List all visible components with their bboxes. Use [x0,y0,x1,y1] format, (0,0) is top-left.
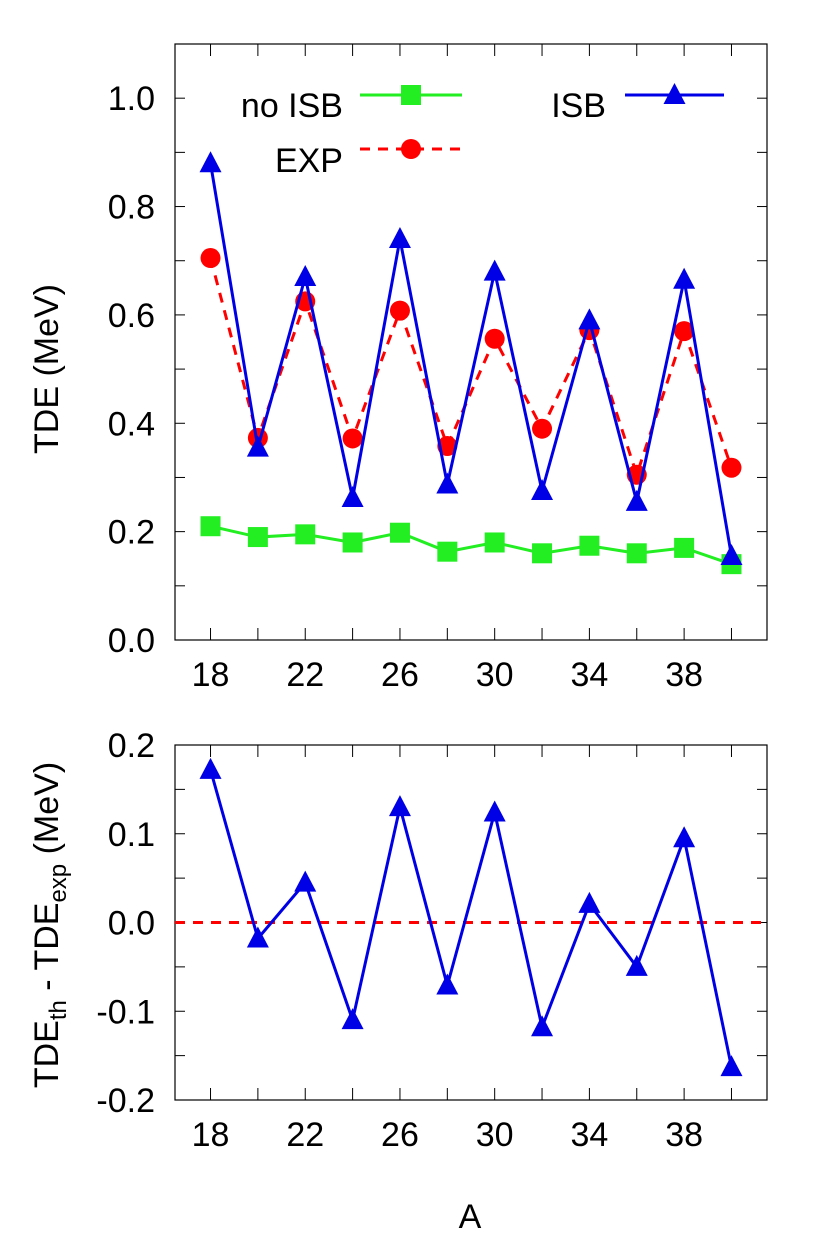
top-no-isb-point [200,516,221,537]
top-exp-point [200,248,221,269]
top-exp-line [209,257,733,480]
top-plot-frame [174,43,768,641]
top-panel: 18 22 26 30 34 38 0.0 0.2 0.4 0.6 0.8 1.0 no ISB EXP… [28,43,768,694]
top-exp-point [342,428,363,449]
x-tick-label: 30 [476,656,514,694]
top-series [199,151,743,575]
top-no-isb-point [532,543,553,564]
x-tick-label: 18 [192,1116,230,1154]
y-tick-label: 0.2 [108,514,155,552]
x-tick-label: 22 [286,656,324,694]
top-ticks: 18 22 26 30 34 38 0.0 0.2 0.4 0.6 0.8 1.0 [108,43,767,694]
top-isb-point [246,435,269,457]
x-tick-label: 18 [192,656,230,694]
top-no-isb-point [295,524,316,545]
bottom-panel: 18 22 26 30 34 38 -0.2 -0.1 0.0 0.1 0.2 TDEth - TD… [28,727,768,1236]
y-tick-label: -0.2 [96,1082,155,1120]
x-tick-label: 26 [381,1116,419,1154]
top-isb-point [531,479,554,500]
top-no-isb-point [626,543,647,564]
bottom-isb-point [436,973,459,995]
top-isb-point [341,486,364,508]
x-tick-label: 34 [570,656,608,694]
y-tick-label: 0.6 [108,297,155,335]
y-tick-label: 1.0 [108,80,155,118]
x-tick-label: 26 [381,656,419,694]
top-isb-point [720,544,743,566]
top-exp-point [484,328,505,349]
top-isb-point [625,489,648,511]
bottom-isb-point [483,800,506,822]
bottom-isb-point [388,795,411,817]
bottom-isb-point [673,826,696,848]
top-exp-point [674,321,695,342]
y-tick-label: 0.1 [108,816,155,854]
top-exp-point [721,457,742,478]
top-isb-point [483,259,506,281]
bottom-isb-point [341,1008,364,1030]
legend-marker-isb [663,83,686,104]
y-tick-label: 0.4 [108,405,155,443]
top-exp-point [532,418,553,439]
top-isb-line [209,162,733,557]
legend-label-exp: EXP [275,142,343,180]
top-no-isb-point [247,527,268,548]
x-tick-label: 38 [665,1116,703,1154]
bottom-isb-point [720,1055,743,1077]
y-tick-label: 0.0 [108,905,155,943]
bottom-isb-point [625,954,648,976]
legend-marker-no-isb [401,85,421,105]
x-axis-title: A [459,1198,482,1236]
top-no-isb-line [210,524,732,566]
bottom-y-axis-title: TDEth - TDEexp (MeV) [28,762,72,1088]
legend-label-isb: ISB [551,87,606,125]
top-isb-point [578,308,601,330]
legend-marker-exp [401,139,421,159]
bottom-isb-point [294,870,317,892]
bottom-isb-line [209,769,733,1068]
x-tick-label: 34 [570,1116,608,1154]
bottom-isb-point [578,891,601,913]
y-tick-label: 0.0 [108,622,155,660]
bottom-series [199,757,743,1077]
y-tick-label: 0.8 [108,189,155,227]
top-no-isb-point [579,535,600,556]
legend-label-no-isb: no ISB [241,87,343,125]
bottom-ticks: 18 22 26 30 34 38 -0.2 -0.1 0.0 0.1 0.2 [96,727,767,1154]
top-no-isb-point [389,522,410,543]
y-tick-label: -0.1 [96,993,155,1031]
top-y-axis-title: TDE (MeV) [28,284,66,454]
top-no-isb-point [484,532,505,553]
x-tick-label: 30 [476,1116,514,1154]
x-tick-label: 38 [665,656,703,694]
top-no-isb-point [437,541,458,562]
top-exp-point [389,300,410,321]
legend: no ISB EXP ISB [241,83,724,180]
top-no-isb-point [674,537,695,558]
top-no-isb-point [342,532,363,553]
top-isb-point [199,151,222,173]
top-isb-point [436,472,459,494]
top-isb-point [388,227,411,249]
x-tick-label: 22 [286,1116,324,1154]
bottom-isb-point [246,926,269,948]
top-isb-point [294,264,317,286]
top-isb-point [673,267,696,289]
bottom-isb-point [199,757,222,779]
bottom-isb-point [531,1015,554,1037]
y-tick-label: 0.2 [108,727,155,765]
